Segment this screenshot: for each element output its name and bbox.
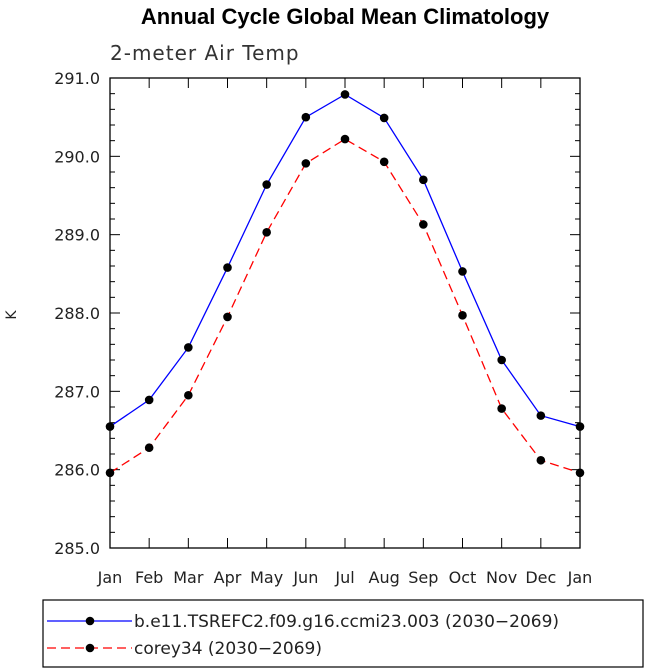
legend-label-1: b.e11.TSREFC2.f09.g16.ccmi23.003 (2030−2… bbox=[134, 612, 559, 632]
x-tick-label: Mar bbox=[173, 568, 204, 587]
chart-subtitle: 2-meter Air Temp bbox=[110, 41, 300, 65]
y-tick-label: 290.0 bbox=[54, 147, 100, 166]
series-lines bbox=[105, 90, 585, 478]
series-2-point bbox=[223, 312, 232, 322]
x-tick-label: Jan bbox=[567, 568, 593, 587]
x-tick-label: Jan bbox=[97, 568, 123, 587]
series-1-point bbox=[497, 355, 506, 365]
series-line-2 bbox=[109, 138, 581, 474]
series-line-1 bbox=[109, 93, 581, 428]
legend-box bbox=[42, 599, 644, 668]
y-tick-label: 288.0 bbox=[54, 304, 100, 323]
series-1-point bbox=[379, 113, 389, 123]
series-1-point bbox=[340, 90, 350, 99]
series-2-point bbox=[379, 157, 389, 167]
legend-label-2: corey34 (2030−2069) bbox=[134, 639, 322, 659]
x-tick-label: May bbox=[250, 568, 283, 587]
series-2-point bbox=[536, 455, 546, 465]
series-2-point bbox=[458, 311, 467, 320]
x-tick-label: Jul bbox=[334, 568, 354, 587]
y-axis-label: K bbox=[4, 310, 20, 320]
series-1-point bbox=[419, 175, 428, 185]
x-tick-label: Aug bbox=[369, 568, 400, 587]
axis-ticks: 285.0 286.0 287.0 288.0 289.0 290.0 291.0 Jan Fe… bbox=[54, 69, 592, 587]
legend-marker-2 bbox=[85, 643, 95, 653]
series-2-point bbox=[301, 159, 311, 168]
legend-marker-1 bbox=[85, 616, 95, 626]
series-2-point bbox=[184, 390, 193, 400]
x-tick-label: Sep bbox=[408, 568, 438, 587]
x-tick-label: Oct bbox=[449, 568, 477, 587]
x-tick-label: Feb bbox=[135, 568, 163, 587]
y-tick-label: 287.0 bbox=[54, 382, 100, 401]
series-2-point bbox=[340, 134, 350, 144]
y-tick-label: 289.0 bbox=[54, 226, 100, 245]
x-tick-label: Dec bbox=[525, 568, 556, 587]
y-tick-label: 286.0 bbox=[54, 461, 100, 480]
series-2-point bbox=[144, 443, 154, 453]
y-tick-label: 285.0 bbox=[54, 539, 100, 558]
series-2-point bbox=[419, 220, 428, 229]
x-tick-label: Nov bbox=[486, 568, 517, 587]
x-tick-label: Apr bbox=[214, 568, 242, 587]
series-1-point bbox=[262, 180, 271, 189]
series-1-point bbox=[458, 267, 467, 276]
chart-title: Annual Cycle Global Mean Climatology bbox=[141, 4, 550, 29]
legend: b.e11.TSREFC2.f09.g16.ccmi23.003 (2030−2… bbox=[42, 599, 644, 668]
series-1-point bbox=[301, 112, 311, 122]
series-1-point bbox=[223, 263, 232, 272]
x-tick-label: Jun bbox=[292, 568, 318, 587]
series-1-point bbox=[184, 343, 193, 352]
series-1-point bbox=[536, 411, 546, 420]
series-1-point bbox=[144, 395, 154, 405]
y-tick-label: 291.0 bbox=[54, 69, 100, 88]
plot-frame bbox=[109, 77, 581, 549]
series-2-point bbox=[497, 404, 506, 413]
series-2-point bbox=[262, 228, 271, 237]
